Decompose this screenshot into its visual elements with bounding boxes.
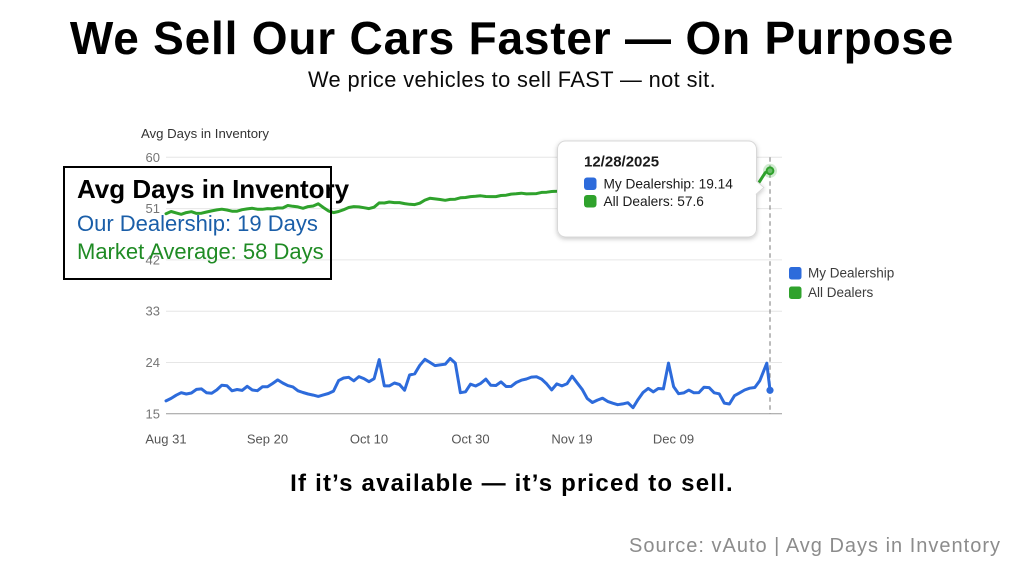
svg-text:15: 15 (146, 406, 160, 421)
svg-text:Nov 19: Nov 19 (551, 432, 592, 447)
svg-text:My Dealership: My Dealership (808, 266, 894, 281)
svg-text:Dec 09: Dec 09 (653, 432, 694, 447)
svg-text:Oct 30: Oct 30 (451, 432, 489, 447)
svg-text:Avg Days in Inventory: Avg Days in Inventory (141, 126, 269, 141)
svg-text:Aug 31: Aug 31 (145, 432, 186, 447)
svg-text:All Dealers: All Dealers (808, 285, 874, 300)
svg-text:12/28/2025: 12/28/2025 (584, 154, 659, 171)
svg-text:51: 51 (146, 201, 160, 216)
svg-text:Oct 10: Oct 10 (350, 432, 388, 447)
svg-text:24: 24 (146, 355, 160, 370)
svg-text:60: 60 (146, 150, 160, 165)
svg-text:My Dealership: 19.14: My Dealership: 19.14 (604, 177, 734, 192)
svg-text:Sep 20: Sep 20 (247, 432, 288, 447)
svg-text:33: 33 (146, 304, 160, 319)
svg-text:All Dealers: 57.6: All Dealers: 57.6 (604, 194, 705, 209)
svg-text:42: 42 (146, 252, 160, 267)
